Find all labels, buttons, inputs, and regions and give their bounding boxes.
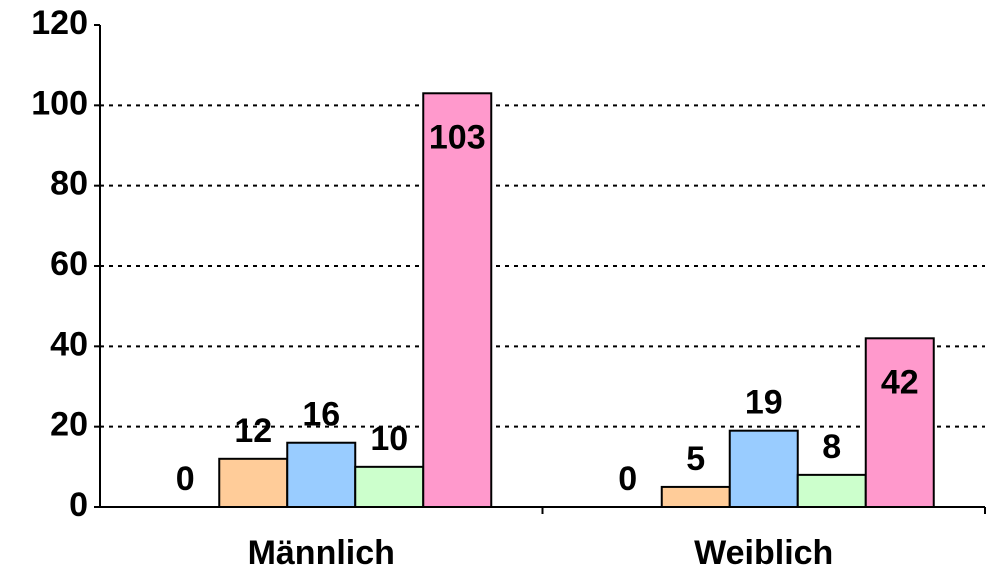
data-label: 8 bbox=[822, 428, 841, 466]
y-tick-label: 80 bbox=[50, 165, 88, 203]
y-tick-label: 120 bbox=[31, 4, 88, 42]
bar bbox=[422, 92, 493, 509]
data-label: 12 bbox=[234, 412, 272, 450]
data-label: 103 bbox=[429, 118, 486, 156]
y-tick-label: 40 bbox=[50, 325, 88, 363]
data-label: 42 bbox=[881, 363, 919, 401]
data-label: 10 bbox=[370, 420, 408, 458]
bar bbox=[354, 465, 425, 509]
data-label: 0 bbox=[618, 460, 637, 498]
y-tick-label: 0 bbox=[69, 486, 88, 524]
x-tick-label: Weiblich bbox=[694, 534, 833, 572]
data-label: 19 bbox=[745, 384, 783, 422]
bar bbox=[286, 441, 357, 509]
data-label: 0 bbox=[176, 460, 195, 498]
x-tick-label: Männlich bbox=[248, 534, 395, 572]
bar bbox=[796, 473, 867, 509]
y-tick-label: 60 bbox=[50, 245, 88, 283]
y-tick-label: 100 bbox=[31, 84, 88, 122]
bar bbox=[218, 457, 289, 508]
data-label: 16 bbox=[302, 396, 340, 434]
y-tick-label: 20 bbox=[50, 406, 88, 444]
bar bbox=[864, 337, 935, 508]
bar bbox=[660, 485, 731, 508]
data-label: 5 bbox=[686, 440, 705, 478]
bar bbox=[728, 429, 799, 508]
